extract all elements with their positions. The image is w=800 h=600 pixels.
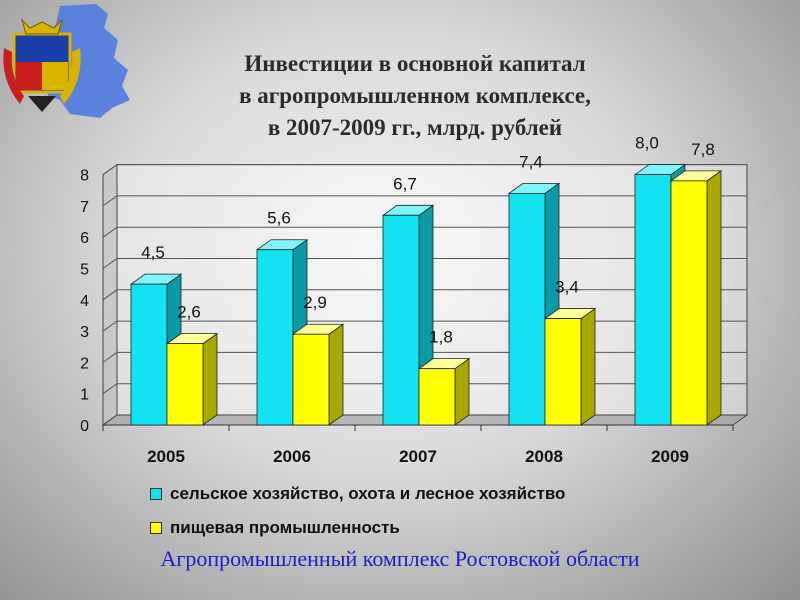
y-tick-label: 2 <box>80 355 89 372</box>
legend-item-food-industry: пищевая промышленность <box>150 518 565 538</box>
title-line-3: в 2007-2009 гг., млрд. рублей <box>267 115 563 140</box>
bar-agriculture-front <box>130 283 168 426</box>
y-tick-label: 3 <box>80 324 89 341</box>
legend-swatch-food-industry <box>150 522 162 534</box>
bar-food-industry-side <box>706 170 722 426</box>
y-tick-label: 8 <box>80 168 89 185</box>
data-label: 6,7 <box>393 174 417 193</box>
bar-food-industry <box>291 323 345 426</box>
rostov-oblast-coat-of-arms-icon <box>3 4 130 118</box>
data-label: 2,6 <box>177 303 201 322</box>
y-tick-label: 4 <box>80 293 89 310</box>
title-line-1: Инвестиции в основной капитал <box>244 51 586 76</box>
bar-food-industry-side <box>202 332 218 426</box>
bar-food-industry-side <box>454 357 470 426</box>
bar-agriculture-front <box>382 214 420 426</box>
bar-agriculture-front <box>256 249 294 426</box>
bar-food-industry-front <box>418 368 456 426</box>
data-label: 4,5 <box>141 243 165 262</box>
data-label: 8,0 <box>635 134 659 153</box>
legend-item-agriculture: сельское хозяйство, охота и лесное хозяй… <box>150 484 565 504</box>
bar-food-industry-side <box>328 323 344 426</box>
footer-caption: Агропромышленный комплекс Ростовской обл… <box>160 546 640 571</box>
x-tick-label: 2008 <box>525 447 563 466</box>
bar-food-industry-side <box>580 307 596 426</box>
y-tick-label: 6 <box>80 230 89 247</box>
bar-agriculture-front <box>634 174 672 426</box>
bar-food-industry <box>417 357 471 426</box>
bar-food-industry-front <box>670 180 708 426</box>
bar-food-industry-front <box>166 343 204 426</box>
x-tick-label: 2007 <box>399 447 437 466</box>
x-tick-label: 2009 <box>651 447 689 466</box>
y-tick-label: 0 <box>80 418 89 435</box>
data-label: 1,8 <box>429 328 453 347</box>
bar-food-industry <box>669 170 723 426</box>
data-label: 7,8 <box>691 140 715 159</box>
legend-label-food-industry: пищевая промышленность <box>170 518 400 537</box>
bar-food-industry-front <box>292 333 330 426</box>
x-tick-label: 2006 <box>273 447 311 466</box>
bar-food-industry <box>543 307 597 426</box>
data-label: 5,6 <box>267 209 291 228</box>
y-tick-label: 5 <box>80 262 89 279</box>
chart-title: Инвестиции в основной капитал в агропром… <box>150 48 680 144</box>
y-tick-label: 7 <box>80 199 89 216</box>
data-label: 7,4 <box>519 152 543 171</box>
title-line-2: в агропромышленном комплексе, <box>239 83 591 108</box>
bar-agriculture-front <box>508 192 546 426</box>
bar-food-industry-front <box>544 318 582 426</box>
x-tick-label: 2005 <box>147 447 185 466</box>
chart-legend: сельское хозяйство, охота и лесное хозяй… <box>150 484 565 552</box>
bar-food-industry <box>165 332 219 426</box>
data-label: 2,9 <box>303 293 327 312</box>
legend-label-agriculture: сельское хозяйство, охота и лесное хозяй… <box>170 484 566 503</box>
gridline <box>102 164 747 176</box>
legend-swatch-agriculture <box>150 488 162 500</box>
data-label: 3,4 <box>555 278 579 297</box>
y-tick-label: 1 <box>80 387 89 404</box>
